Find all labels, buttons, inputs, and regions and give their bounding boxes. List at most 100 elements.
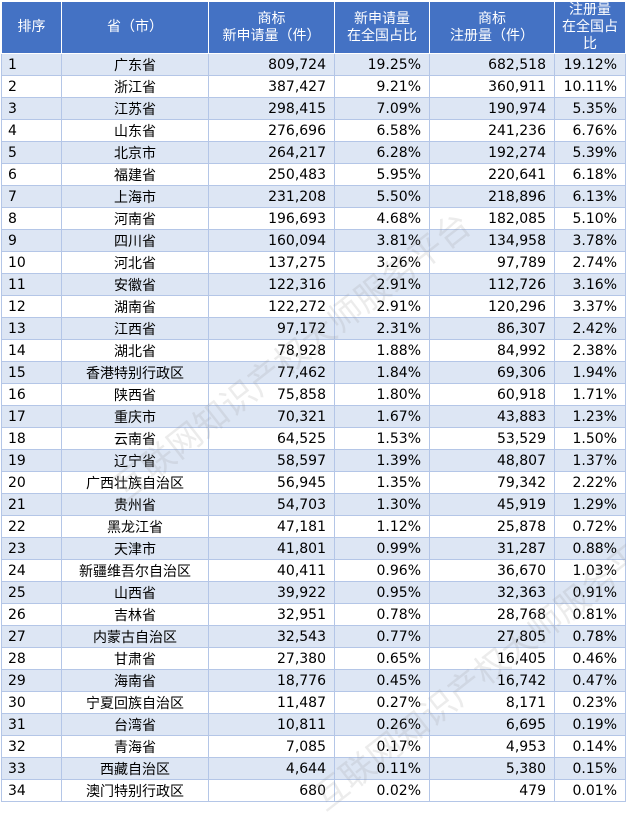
cell-reg-count: 27,805 [429, 625, 555, 648]
cell-province: 四川省 [61, 229, 209, 252]
cell-reg-count: 182,085 [429, 207, 555, 230]
cell-province: 云南省 [61, 427, 209, 450]
cell-rank: 5 [1, 141, 62, 164]
cell-new-count: 122,272 [208, 295, 335, 318]
table-row: 9 四川省 160,094 3.81% 134,958 3.78% [1, 229, 626, 252]
header-reg-count: 商标 注册量（件） [429, 1, 555, 54]
cell-reg-pct: 3.37% [554, 295, 626, 318]
cell-province: 天津市 [61, 537, 209, 560]
cell-new-count: 70,321 [208, 405, 335, 428]
cell-reg-pct: 0.78% [554, 625, 626, 648]
cell-province: 广西壮族自治区 [61, 471, 209, 494]
cell-new-pct: 0.11% [334, 757, 430, 780]
cell-new-pct: 1.35% [334, 471, 430, 494]
cell-reg-pct: 1.94% [554, 361, 626, 384]
cell-rank: 24 [1, 559, 62, 582]
cell-reg-count: 36,670 [429, 559, 555, 582]
cell-reg-pct: 0.47% [554, 669, 626, 692]
cell-rank: 9 [1, 229, 62, 252]
cell-new-count: 64,525 [208, 427, 335, 450]
cell-reg-count: 53,529 [429, 427, 555, 450]
cell-reg-pct: 0.81% [554, 603, 626, 626]
table-row: 14 湖北省 78,928 1.88% 84,992 2.38% [1, 339, 626, 362]
cell-rank: 2 [1, 75, 62, 98]
table-row: 31 台湾省 10,811 0.26% 6,695 0.19% [1, 713, 626, 736]
cell-province: 上海市 [61, 185, 209, 208]
cell-province: 浙江省 [61, 75, 209, 98]
cell-reg-pct: 5.10% [554, 207, 626, 230]
cell-rank: 7 [1, 185, 62, 208]
cell-reg-pct: 0.91% [554, 581, 626, 604]
cell-rank: 30 [1, 691, 62, 714]
cell-new-count: 77,462 [208, 361, 335, 384]
cell-new-count: 122,316 [208, 273, 335, 296]
cell-reg-pct: 2.42% [554, 317, 626, 340]
table-row: 6 福建省 250,483 5.95% 220,641 6.18% [1, 163, 626, 186]
header-new-pct: 新申请量 在全国占比 [334, 1, 430, 54]
cell-reg-pct: 2.74% [554, 251, 626, 274]
cell-province: 山东省 [61, 119, 209, 142]
cell-reg-count: 86,307 [429, 317, 555, 340]
cell-reg-pct: 3.78% [554, 229, 626, 252]
table-row: 25 山西省 39,922 0.95% 32,363 0.91% [1, 581, 626, 604]
cell-rank: 29 [1, 669, 62, 692]
cell-province: 辽宁省 [61, 449, 209, 472]
cell-reg-count: 84,992 [429, 339, 555, 362]
cell-reg-pct: 0.15% [554, 757, 626, 780]
cell-reg-count: 16,742 [429, 669, 555, 692]
table-row: 32 青海省 7,085 0.17% 4,953 0.14% [1, 735, 626, 758]
trademark-stats-table: 排序 省（市） 商标 新申请量（件） 新申请量 在全国占比 商标 注册量（件） … [1, 1, 626, 802]
cell-new-count: 4,644 [208, 757, 335, 780]
cell-rank: 1 [1, 53, 62, 76]
cell-new-pct: 0.27% [334, 691, 430, 714]
cell-rank: 8 [1, 207, 62, 230]
cell-new-pct: 1.12% [334, 515, 430, 538]
cell-reg-pct: 10.11% [554, 75, 626, 98]
cell-reg-count: 479 [429, 779, 555, 802]
cell-new-pct: 6.58% [334, 119, 430, 142]
table-row: 19 辽宁省 58,597 1.39% 48,807 1.37% [1, 449, 626, 472]
cell-rank: 17 [1, 405, 62, 428]
cell-reg-pct: 0.19% [554, 713, 626, 736]
cell-new-pct: 0.02% [334, 779, 430, 802]
table-row: 20 广西壮族自治区 56,945 1.35% 79,342 2.22% [1, 471, 626, 494]
cell-reg-count: 134,958 [429, 229, 555, 252]
cell-rank: 18 [1, 427, 62, 450]
cell-new-count: 7,085 [208, 735, 335, 758]
cell-reg-count: 79,342 [429, 471, 555, 494]
table-row: 7 上海市 231,208 5.50% 218,896 6.13% [1, 185, 626, 208]
table-row: 2 浙江省 387,427 9.21% 360,911 10.11% [1, 75, 626, 98]
cell-new-count: 264,217 [208, 141, 335, 164]
cell-province: 江苏省 [61, 97, 209, 120]
cell-rank: 27 [1, 625, 62, 648]
cell-rank: 14 [1, 339, 62, 362]
table-row: 33 西藏自治区 4,644 0.11% 5,380 0.15% [1, 757, 626, 780]
table-row: 16 陕西省 75,858 1.80% 60,918 1.71% [1, 383, 626, 406]
cell-province: 香港特别行政区 [61, 361, 209, 384]
cell-new-count: 47,181 [208, 515, 335, 538]
table-row: 10 河北省 137,275 3.26% 97,789 2.74% [1, 251, 626, 274]
cell-province: 海南省 [61, 669, 209, 692]
cell-reg-count: 97,789 [429, 251, 555, 274]
cell-new-pct: 1.84% [334, 361, 430, 384]
cell-province: 陕西省 [61, 383, 209, 406]
cell-new-count: 196,693 [208, 207, 335, 230]
table-row: 12 湖南省 122,272 2.91% 120,296 3.37% [1, 295, 626, 318]
cell-reg-pct: 0.72% [554, 515, 626, 538]
cell-province: 吉林省 [61, 603, 209, 626]
cell-reg-count: 48,807 [429, 449, 555, 472]
cell-province: 澳门特别行政区 [61, 779, 209, 802]
cell-reg-pct: 1.71% [554, 383, 626, 406]
cell-rank: 34 [1, 779, 62, 802]
cell-reg-count: 120,296 [429, 295, 555, 318]
cell-province: 北京市 [61, 141, 209, 164]
cell-province: 湖北省 [61, 339, 209, 362]
cell-new-count: 32,543 [208, 625, 335, 648]
cell-new-pct: 1.30% [334, 493, 430, 516]
cell-new-pct: 0.96% [334, 559, 430, 582]
cell-reg-pct: 0.46% [554, 647, 626, 670]
cell-rank: 11 [1, 273, 62, 296]
cell-rank: 4 [1, 119, 62, 142]
header-new-count: 商标 新申请量（件） [208, 1, 335, 54]
table-row: 24 新疆维吾尔自治区 40,411 0.96% 36,670 1.03% [1, 559, 626, 582]
